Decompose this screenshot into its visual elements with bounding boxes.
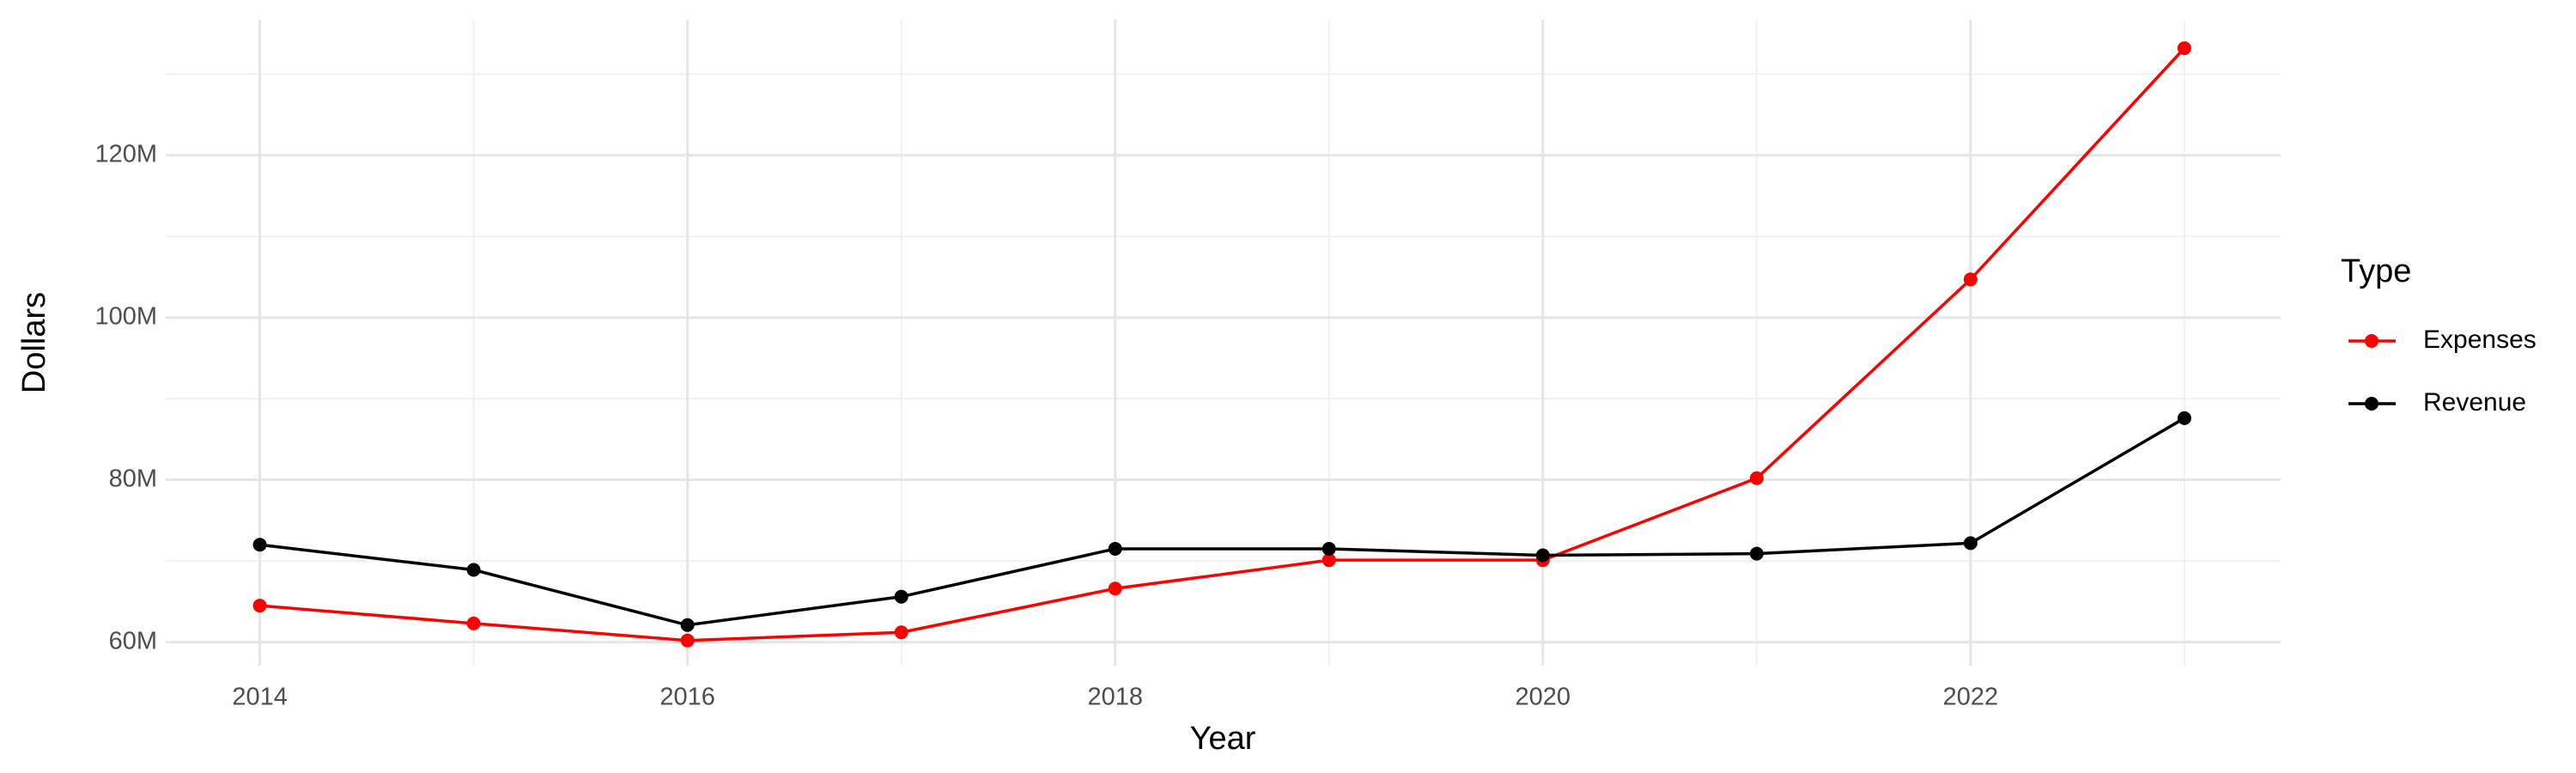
- legend-label: Revenue: [2423, 388, 2526, 417]
- point: [252, 538, 267, 552]
- legend-title: Type: [2341, 253, 2411, 289]
- point: [680, 633, 695, 648]
- point: [1108, 581, 1122, 596]
- point: [1963, 272, 1978, 287]
- point: [1963, 536, 1978, 551]
- y-tick-label: 120M: [94, 140, 157, 167]
- x-tick-label: 2016: [659, 684, 715, 711]
- legend-marker: [2365, 397, 2379, 411]
- y-axis-title: Dollars: [16, 292, 52, 393]
- point: [252, 599, 267, 613]
- series-line: [259, 417, 2185, 627]
- point: [2177, 41, 2191, 56]
- point: [1535, 548, 1550, 563]
- y-tick-label: 80M: [109, 465, 157, 492]
- point: [1749, 471, 1764, 485]
- point: [1321, 541, 1336, 556]
- point: [2177, 411, 2191, 425]
- x-tick-label: 2020: [1516, 684, 1571, 711]
- point: [680, 618, 695, 632]
- x-tick-label: 2014: [232, 684, 288, 711]
- x-tick-label: 2018: [1087, 684, 1143, 711]
- point: [1321, 553, 1336, 568]
- y-tick-label: 60M: [109, 627, 157, 654]
- point: [466, 616, 481, 630]
- point: [466, 563, 481, 577]
- legend-label: Expenses: [2423, 326, 2537, 354]
- series-line: [259, 46, 2186, 642]
- legend-marker: [2365, 334, 2379, 348]
- point: [894, 589, 908, 604]
- point: [1749, 546, 1764, 561]
- x-axis-title: Year: [1190, 721, 1256, 757]
- y-tick-label: 100M: [94, 302, 157, 330]
- x-tick-label: 2022: [1943, 684, 1999, 711]
- point: [894, 625, 908, 640]
- point: [1108, 541, 1122, 556]
